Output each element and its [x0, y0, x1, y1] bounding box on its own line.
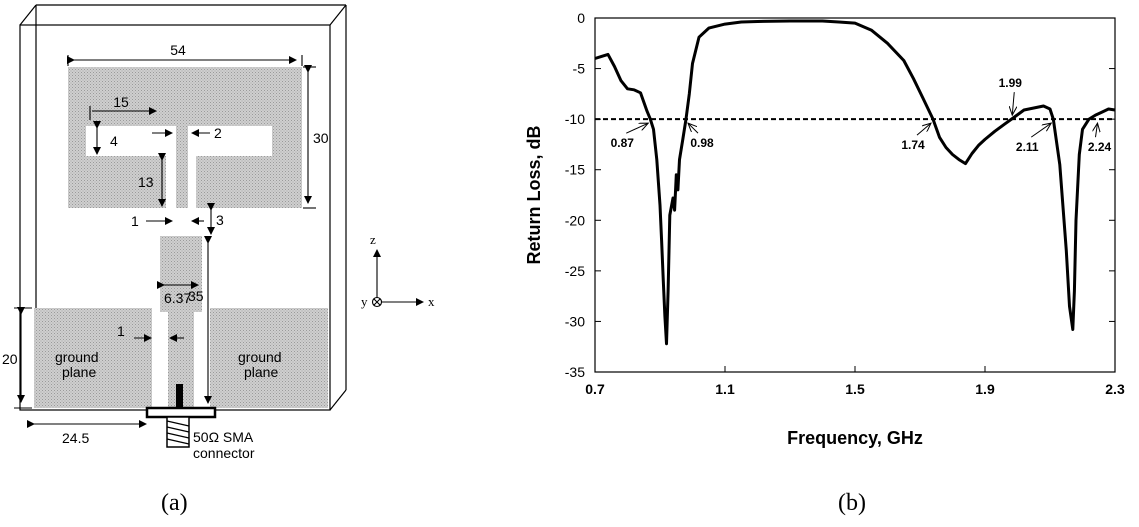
x-axis-title: Frequency, GHz: [787, 428, 923, 448]
ground-right-label-2: plane: [244, 364, 278, 380]
y-tick-label: -5: [573, 61, 586, 77]
dim-slot-height-label: 4: [110, 133, 118, 149]
dim-gap-label: 3: [216, 212, 224, 228]
return-loss-curve: [594, 19, 1116, 346]
dim-ground-height-label: 20: [2, 351, 18, 367]
caption-b: (b): [838, 490, 866, 516]
y-tick-label: -30: [565, 313, 585, 329]
dim-feed-gap-label: 2: [214, 125, 222, 141]
dim-strip-label: 13: [138, 174, 154, 190]
annotation-arrow: [1096, 123, 1098, 138]
ground-plane-left: [34, 308, 152, 408]
annotation-arrow: [916, 123, 931, 136]
sma-connector: [145, 384, 217, 448]
y-tick-label: -25: [565, 263, 585, 279]
y-tick-label: -35: [565, 364, 585, 380]
caption-a: (a): [161, 490, 188, 516]
annotation-label: 2.11: [1016, 140, 1039, 154]
dim-slot-left-label: 15: [113, 94, 129, 110]
x-tick-label: 1.9: [975, 381, 995, 397]
y-tick-label: -20: [565, 212, 585, 228]
coordinate-axes: [371, 249, 424, 308]
return-loss-chart: 0 -5 -10 -15 -20 -25 -30 -350.7 1.1 1.5 1.9 2.3 Freq…: [524, 10, 1125, 448]
connector-label-1: 50Ω SMA: [193, 429, 254, 445]
connector-label-2: connector: [193, 445, 255, 461]
axis-x-label: x: [428, 294, 435, 309]
dim-pad-width-label: 6.37: [164, 290, 191, 306]
x-tick-label: 1.1: [715, 381, 735, 397]
x-tick-label: 2.3: [1105, 381, 1125, 397]
radiating-patch: [68, 67, 302, 208]
axis-z-label: z: [370, 232, 376, 247]
ground-left-label-1: ground: [55, 349, 99, 365]
annotation-label: 2.24: [1088, 140, 1112, 154]
annotation-label: 0.98: [690, 136, 714, 150]
ground-left-label-2: plane: [62, 364, 96, 380]
annotation-label: 1.99: [999, 76, 1023, 90]
dim-width-label: 54: [170, 42, 186, 58]
x-tick-label: 0.7: [585, 381, 605, 397]
annotation-arrow: [1030, 123, 1051, 138]
axis-y-label: y: [361, 294, 368, 309]
x-tick-label: 1.5: [845, 381, 865, 397]
annotation-arrow: [688, 123, 699, 134]
y-tick-label: 0: [577, 10, 585, 26]
ground-right-label-1: ground: [238, 349, 282, 365]
feed-pad: [160, 236, 202, 312]
annotation-label: 0.87: [611, 136, 635, 150]
y-axis-title: Return Loss, dB: [524, 125, 544, 264]
annotation-arrow: [626, 123, 648, 134]
dim-ground-width-label: 24.5: [62, 430, 89, 446]
dim-height-label: 30: [313, 130, 329, 146]
y-tick-label: -10: [565, 111, 585, 127]
dim-cpw-gap-label: 1: [117, 323, 125, 339]
antenna-diagram: 54 15 4 2 30 13 1 3 6.37 35 1 20 24.5 gr…: [2, 4, 435, 461]
plot-frame: [594, 17, 1116, 373]
ground-plane-right: [210, 308, 328, 408]
y-tick-label: -15: [565, 162, 585, 178]
dim-feed-width-label: 1: [131, 213, 139, 229]
annotation-label: 1.74: [901, 138, 925, 152]
annotation-arrow: [1012, 92, 1014, 115]
dim-feed-len-label: 35: [188, 288, 204, 304]
